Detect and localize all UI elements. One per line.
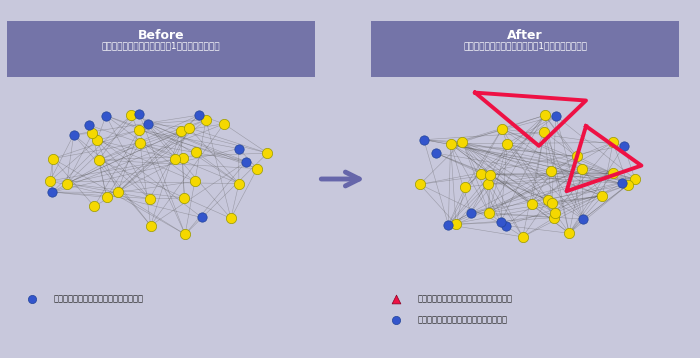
Point <box>629 176 641 182</box>
Point <box>233 181 244 187</box>
Point <box>26 296 37 301</box>
Point <box>92 137 103 143</box>
Point <box>482 182 493 187</box>
Point <box>145 223 156 228</box>
Point <box>608 140 619 145</box>
Text: Before: Before <box>138 29 184 42</box>
Point <box>617 180 628 186</box>
Text: 周囲の人同士のつながりが希薄な従業員: 周囲の人同士のつながりが希薄な従業員 <box>417 316 508 325</box>
Point <box>112 190 123 195</box>
Point <box>144 196 155 202</box>
Point <box>200 117 211 123</box>
Point <box>526 202 537 207</box>
Point <box>251 166 262 171</box>
Point <box>500 223 511 228</box>
Point <box>196 215 207 221</box>
Point <box>100 113 111 118</box>
Point <box>233 146 244 151</box>
Point <box>550 210 561 216</box>
Text: After: After <box>508 29 542 42</box>
Text: 周囲の人同士のつながりが希薄な従業員: 周囲の人同士のつながりが希薄な従業員 <box>53 294 144 303</box>
Point <box>87 131 98 136</box>
Point <box>134 111 145 117</box>
Point <box>134 140 146 146</box>
Point <box>134 127 145 133</box>
Point <box>496 126 507 132</box>
Point <box>546 168 557 174</box>
Point <box>484 172 496 178</box>
Point <box>178 195 190 201</box>
Point <box>597 193 608 199</box>
Point <box>194 112 205 118</box>
Point <box>445 141 456 147</box>
Point <box>84 122 95 128</box>
Point <box>539 129 550 135</box>
Point <box>618 143 629 149</box>
Point <box>179 232 190 237</box>
Point <box>218 121 230 127</box>
Point <box>465 210 476 216</box>
Point <box>483 210 494 216</box>
Point <box>61 181 72 187</box>
Point <box>576 166 587 172</box>
Point <box>550 113 561 118</box>
Text: 自由に応援相手を選ぶ方法で1カ月応援した結果: 自由に応援相手を選ぶ方法で1カ月応援した結果 <box>102 42 220 50</box>
FancyBboxPatch shape <box>7 21 315 77</box>
FancyBboxPatch shape <box>371 21 679 77</box>
Point <box>225 216 237 221</box>
Point <box>501 141 512 146</box>
Point <box>47 156 58 161</box>
Point <box>549 215 560 221</box>
Point <box>125 112 136 118</box>
Point <box>68 132 79 137</box>
Point <box>89 204 100 209</box>
Point <box>183 125 195 131</box>
Point <box>390 296 401 301</box>
Point <box>241 159 252 164</box>
Point <box>189 179 200 184</box>
Point <box>390 317 401 323</box>
Point <box>414 182 426 187</box>
Point <box>101 194 112 200</box>
Point <box>262 150 273 156</box>
Text: 新たに生じた「三角形のつながり」（例）: 新たに生じた「三角形のつながり」（例） <box>417 294 512 303</box>
Point <box>476 171 487 176</box>
Point <box>442 222 454 228</box>
Point <box>607 170 618 176</box>
Point <box>177 155 188 161</box>
Point <box>459 184 470 190</box>
Point <box>564 230 575 236</box>
Point <box>571 154 582 159</box>
Point <box>175 128 186 134</box>
Point <box>517 234 528 240</box>
Point <box>169 156 181 161</box>
Point <box>539 112 550 118</box>
Point <box>143 121 154 127</box>
Point <box>450 221 461 227</box>
Point <box>546 200 557 206</box>
Point <box>47 189 58 195</box>
Point <box>622 182 634 188</box>
Point <box>542 197 554 203</box>
Point <box>430 150 442 156</box>
Point <box>93 157 104 163</box>
Point <box>44 178 55 184</box>
Point <box>457 139 468 145</box>
Point <box>190 149 202 155</box>
Point <box>578 216 589 222</box>
Point <box>418 137 429 142</box>
Text: 応援団自動生成機能を適用して1カ月応援した結果: 応援団自動生成機能を適用して1カ月応援した結果 <box>463 42 587 50</box>
Point <box>495 219 506 225</box>
